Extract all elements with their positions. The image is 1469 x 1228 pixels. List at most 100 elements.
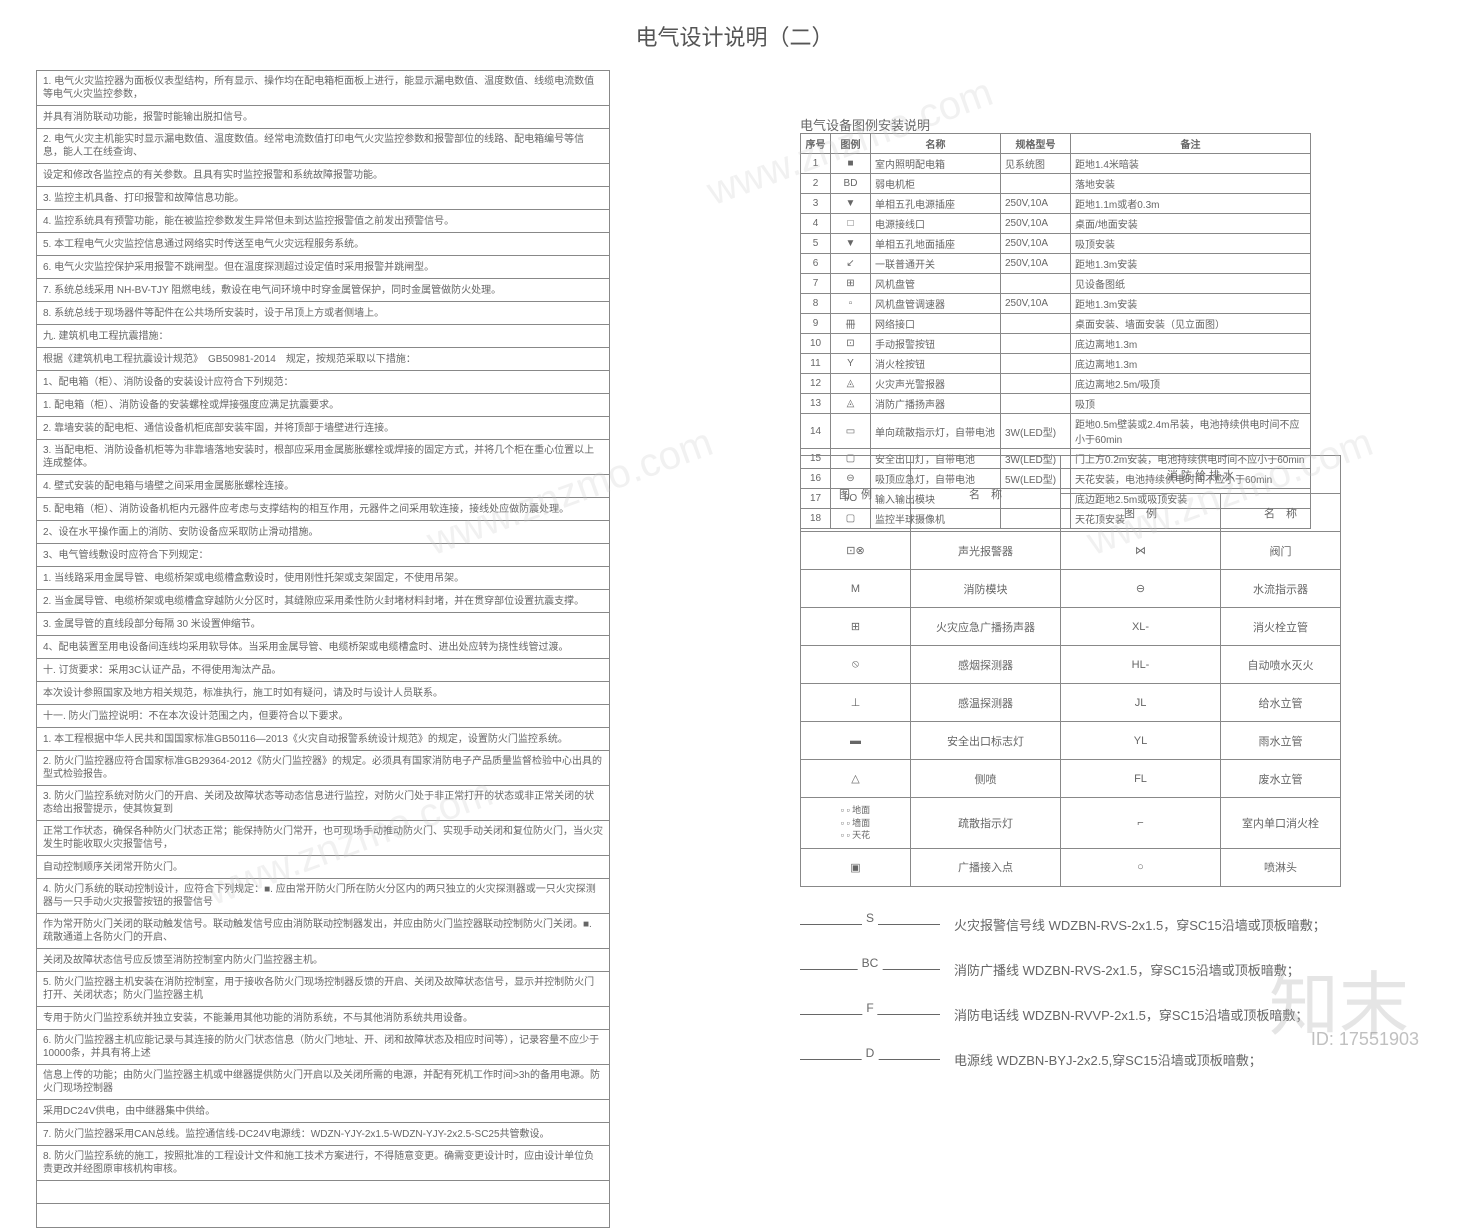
sym-icon-cell: YL xyxy=(1061,722,1221,760)
cable-text: 电源线 WDZBN-BYJ-2x2.5,穿SC15沿墙或顶板暗敷； xyxy=(954,1050,1262,1069)
equip-cell: 3W(LED型) xyxy=(1001,414,1071,449)
equip-cell: 冊 xyxy=(831,314,871,334)
note-row: 设定和修改各监控点的有关参数。且具有实时监控报警和系统故障报警功能。 xyxy=(37,164,609,187)
note-row xyxy=(37,1204,609,1227)
sym-row: ⊥感温探测器JL给水立管 xyxy=(801,684,1341,722)
watermark-id: ID: 17551903 xyxy=(1311,1029,1419,1050)
sym-icon-cell: ⊞ xyxy=(801,608,911,646)
note-row: 2. 电气火灾主机能实时显示漏电数值、温度数值。经常电流数值打印电气火灾监控参数… xyxy=(37,129,609,164)
equip-table-title: 电气设备图例安装说明 xyxy=(800,115,930,134)
note-row: 本次设计参照国家及地方相关规范，标准执行，施工时如有疑问，请及时与设计人员联系。 xyxy=(37,682,609,705)
note-row: 根据《建筑机电工程抗震设计规范》 GB50981-2014 规定，按规范采取以下… xyxy=(37,348,609,371)
sym-icon-cell: △ xyxy=(801,760,911,798)
equip-row: 6↙一联普通开关250V,10A距地1.3m安装 xyxy=(801,254,1311,274)
notes-table: 1. 电气火灾监控器为面板仪表型结构，所有显示、操作均在配电箱柜面板上进行，能显… xyxy=(36,70,610,1228)
equip-header-cell: 规格型号 xyxy=(1001,134,1071,154)
note-row: 正常工作状态，确保各种防火门状态正常；能保持防火门常开，也可现场手动推动防火门、… xyxy=(37,821,609,856)
equip-header-cell: 序号 xyxy=(801,134,831,154)
note-row: 1. 当线路采用金属导管、电缆桥架或电缆槽盒敷设时，使用刚性托架或支架固定，不使… xyxy=(37,567,609,590)
note-row: 6. 电气火灾监控保护采用报警不跳闸型。但在温度探测超过设定值时采用报警并跳闸型… xyxy=(37,256,609,279)
cable-spec: BC消防广播线 WDZBN-RVS-2x1.5，穿SC15沿墙或顶板暗敷； xyxy=(800,960,1300,979)
equip-row: 10⊡手动报警按钮底边离地1.3m xyxy=(801,334,1311,354)
note-row: 作为常开防火门关闭的联动触发信号。联动触发信号应由消防联动控制器发出，并应由防火… xyxy=(37,914,609,949)
equip-cell xyxy=(1001,334,1071,354)
sym-name-cell: 感烟探测器 xyxy=(911,646,1061,684)
sym-icon-cell: ⊖ xyxy=(1061,570,1221,608)
equip-cell: 吸顶 xyxy=(1071,394,1311,414)
equip-cell: 单相五孔地面插座 xyxy=(871,234,1001,254)
cable-spec: F消防电话线 WDZBN-RVVP-2x1.5，穿SC15沿墙或顶板暗敷； xyxy=(800,1005,1308,1024)
sym-icon-cell: ○ xyxy=(1061,848,1221,886)
sym-icon-cell: XL- xyxy=(1061,608,1221,646)
equip-cell: ⊞ xyxy=(831,274,871,294)
equip-cell: 风机盘管 xyxy=(871,274,1001,294)
sym-name-cell: 雨水立管 xyxy=(1221,722,1341,760)
note-row: 专用于防火门监控系统并独立安装，不能兼用其他功能的消防系统，不与其他消防系统共用… xyxy=(37,1007,609,1030)
sym-icon-cell: ⊥ xyxy=(801,684,911,722)
note-row: 1、配电箱（柜）、消防设备的安装设计应符合下列规范： xyxy=(37,371,609,394)
sym-icon-cell: ▫ ▫ 地面▫ ▫ 墙面▫ ▫ 天花 xyxy=(801,798,911,849)
equip-cell: 4 xyxy=(801,214,831,234)
equip-cell: ◬ xyxy=(831,374,871,394)
equip-cell: ■ xyxy=(831,154,871,174)
sym-name-cell: 室内单口消火栓 xyxy=(1221,798,1341,849)
sym-row: ⦸感烟探测器HL-自动喷水灭火 xyxy=(801,646,1341,684)
sym-name-cell: 消防模块 xyxy=(911,570,1061,608)
note-row: 8. 防火门监控系统的施工，按照批准的工程设计文件和施工技术方案进行，不得随意变… xyxy=(37,1146,609,1181)
sym-icon-cell: ▣ xyxy=(801,848,911,886)
equip-cell: Y xyxy=(831,354,871,374)
equip-cell: 250V,10A xyxy=(1001,254,1071,274)
sym-name-cell: 消火栓立管 xyxy=(1221,608,1341,646)
equip-cell: ⊡ xyxy=(831,334,871,354)
note-row: 3. 监控主机具备、打印报警和故障信息功能。 xyxy=(37,187,609,210)
sym-row: △侧喷FL废水立管 xyxy=(801,760,1341,798)
equip-row: 4□电源接线口250V,10A桌面/地面安装 xyxy=(801,214,1311,234)
sym-name-cell: 给水立管 xyxy=(1221,684,1341,722)
equip-cell: 风机盘管调速器 xyxy=(871,294,1001,314)
equip-cell: ▭ xyxy=(831,414,871,449)
note-row: 4. 监控系统具有预警功能，能在被监控参数发生异常但未到达监控报警值之前发出预警… xyxy=(37,210,609,233)
equip-cell xyxy=(1001,274,1071,294)
equip-row: 7⊞风机盘管见设备图纸 xyxy=(801,274,1311,294)
cable-spec: D电源线 WDZBN-BYJ-2x2.5,穿SC15沿墙或顶板暗敷； xyxy=(800,1050,1262,1069)
equip-cell: 14 xyxy=(801,414,831,449)
note-row: 1. 本工程根据中华人民共和国国家标准GB50116—2013《火灾自动报警系统… xyxy=(37,728,609,751)
sym-name-cell: 安全出口标志灯 xyxy=(911,722,1061,760)
equip-row: 14▭单向疏散指示灯，自带电池3W(LED型)距地0.5m壁装或2.4m吊装，电… xyxy=(801,414,1311,449)
equip-cell: ◬ xyxy=(831,394,871,414)
equip-cell: 底边离地1.3m xyxy=(1071,354,1311,374)
equip-cell: □ xyxy=(831,214,871,234)
equip-cell xyxy=(1001,394,1071,414)
note-row: 5. 本工程电气火灾监控信息通过网络实时传送至电气火灾远程服务系统。 xyxy=(37,233,609,256)
cable-text: 消防广播线 WDZBN-RVS-2x1.5，穿SC15沿墙或顶板暗敷； xyxy=(954,960,1300,979)
sym-header: 图 例 xyxy=(801,456,911,532)
equip-cell: 6 xyxy=(801,254,831,274)
note-row: 8. 系统总线于现场器件等配件在公共场所安装时，设于吊顶上方或者侧墙上。 xyxy=(37,302,609,325)
sym-name-cell: 水流指示器 xyxy=(1221,570,1341,608)
sym-icon-cell: ⋈ xyxy=(1061,532,1221,570)
sym-icon-cell: ⌐ xyxy=(1061,798,1221,849)
equip-row: 8▫风机盘管调速器250V,10A距地1.3m安装 xyxy=(801,294,1311,314)
sym-name-cell: 声光报警器 xyxy=(911,532,1061,570)
sym-name-cell: 阀门 xyxy=(1221,532,1341,570)
equip-cell: ▫ xyxy=(831,294,871,314)
equip-cell: 7 xyxy=(801,274,831,294)
equip-header-cell: 名称 xyxy=(871,134,1001,154)
equip-row: 11Y消火栓按钮底边离地1.3m xyxy=(801,354,1311,374)
note-row: 4. 防火门系统的联动控制设计，应符合下列规定：■. 应由常开防火门所在防火分区… xyxy=(37,879,609,914)
sym-name-cell: 广播接入点 xyxy=(911,848,1061,886)
equip-row: 3▼单相五孔电源插座250V,10A距地1.1m或者0.3m xyxy=(801,194,1311,214)
sym-row: ⊡⊗声光报警器⋈阀门 xyxy=(801,532,1341,570)
note-row: 6. 防火门监控器主机应能记录与其连接的防火门状态信息（防火门地址、开、闭和故障… xyxy=(37,1030,609,1065)
equip-cell: 12 xyxy=(801,374,831,394)
equip-cell: 距地0.5m壁装或2.4m吊装，电池持续供电时间不应小于60min xyxy=(1071,414,1311,449)
note-row: 2. 防火门监控器应符合国家标准GB29364-2012《防火门监控器》的规定。… xyxy=(37,751,609,786)
cable-text: 消防电话线 WDZBN-RVVP-2x1.5，穿SC15沿墙或顶板暗敷； xyxy=(954,1005,1308,1024)
equip-cell: 网络接口 xyxy=(871,314,1001,334)
sym-row: M消防模块⊖水流指示器 xyxy=(801,570,1341,608)
note-row: 关闭及故障状态信号应反馈至消防控制室内防火门监控器主机。 xyxy=(37,949,609,972)
equip-row: 9冊网络接口桌面安装、墙面安装（见立面图） xyxy=(801,314,1311,334)
sym-icon-cell: ⊡⊗ xyxy=(801,532,911,570)
equip-cell: 吸顶安装 xyxy=(1071,234,1311,254)
equip-cell xyxy=(1001,374,1071,394)
